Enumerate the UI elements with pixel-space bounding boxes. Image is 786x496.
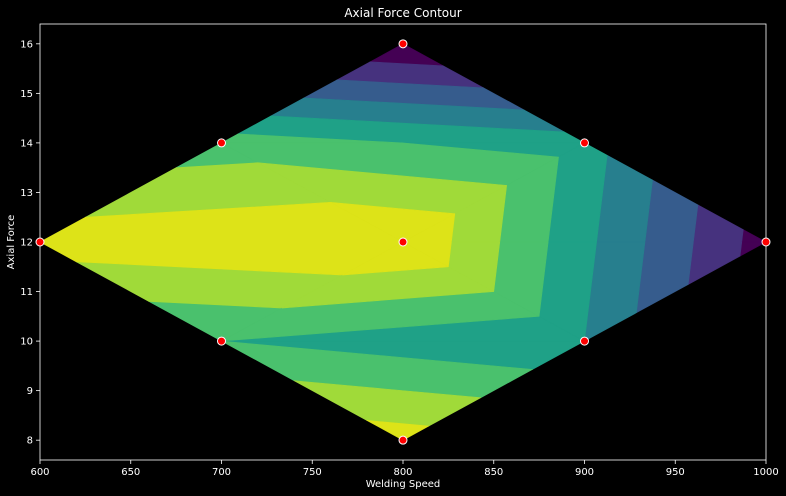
x-tick-label: 700: [212, 467, 231, 478]
design-point-marker: [398, 237, 408, 247]
y-tick-label: 14: [20, 138, 33, 149]
y-tick-label: 16: [20, 39, 33, 50]
y-tick-label: 9: [27, 386, 33, 397]
design-point-marker: [35, 237, 45, 247]
y-axis: 8 9 10 11 12 13 14 15 16: [20, 39, 40, 447]
design-point-marker: [217, 336, 226, 346]
x-tick-label: 750: [303, 467, 322, 478]
y-tick-label: 15: [20, 89, 33, 100]
y-tick-label: 8: [27, 436, 33, 447]
design-points: [35, 39, 771, 445]
y-axis-label: Axial Force: [6, 215, 17, 270]
x-tick-label: 800: [393, 467, 412, 478]
x-axis: 600 650 700 750 800 850 900 950 1000: [30, 460, 779, 478]
y-tick-label: 13: [20, 188, 33, 199]
x-tick-label: 950: [666, 467, 685, 478]
design-point-marker: [580, 138, 589, 148]
design-point-marker: [398, 435, 408, 445]
design-point-marker: [761, 237, 771, 247]
y-tick-label: 10: [20, 337, 33, 348]
x-tick-label: 1000: [753, 467, 778, 478]
x-tick-label: 600: [30, 467, 49, 478]
contour-band-level-7: [366, 420, 430, 441]
y-tick-label: 11: [20, 287, 33, 298]
x-tick-label: 850: [484, 467, 503, 478]
design-point-marker: [217, 138, 226, 148]
contour-fill-layer: [39, 43, 767, 441]
x-tick-label: 650: [121, 467, 140, 478]
chart-title: Axial Force Contour: [344, 6, 461, 20]
contour-band-level-7: [402, 241, 452, 268]
y-tick-label: 12: [20, 238, 33, 249]
x-tick-label: 900: [575, 467, 594, 478]
x-axis-label: Welding Speed: [366, 479, 441, 490]
design-point-marker: [580, 336, 589, 346]
design-point-marker: [398, 39, 408, 49]
